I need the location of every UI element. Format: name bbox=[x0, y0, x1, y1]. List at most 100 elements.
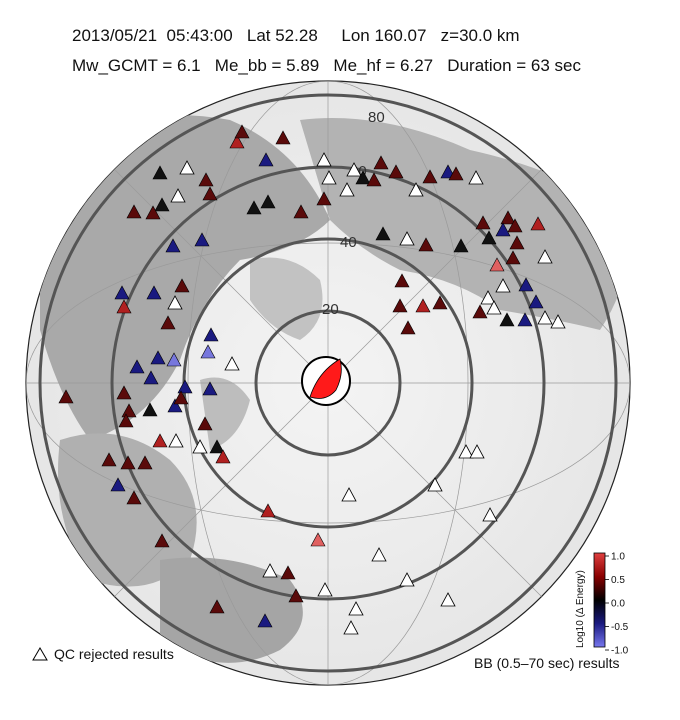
station-triangle bbox=[200, 344, 216, 359]
station-triangle bbox=[194, 232, 210, 247]
station-triangle bbox=[489, 257, 505, 272]
station-triangle bbox=[203, 327, 219, 342]
station-rejected-triangle bbox=[343, 620, 359, 635]
station-triangle bbox=[121, 403, 137, 418]
event-header-line1: 2013/05/21 05:43:00 Lat 52.28 Lon 160.07… bbox=[72, 26, 520, 45]
colorbar-tick-label: -1.0 bbox=[611, 646, 629, 657]
station-triangle bbox=[310, 532, 326, 547]
station-rejected-triangle bbox=[399, 572, 415, 587]
colorbar: 1.0 0.5 0.0 -0.5 -1.0 Log10 (Δ Energy) bbox=[575, 552, 629, 657]
station-rejected-triangle bbox=[170, 188, 186, 203]
station-triangle bbox=[177, 379, 193, 394]
station-rejected-triangle bbox=[262, 563, 278, 578]
station-triangle bbox=[275, 130, 291, 145]
ring-label-80: 80 bbox=[368, 109, 385, 126]
station-triangle bbox=[58, 389, 74, 404]
station-triangle bbox=[154, 533, 170, 548]
station-triangle bbox=[137, 455, 153, 470]
station-triangle bbox=[174, 278, 190, 293]
station-triangle bbox=[126, 204, 142, 219]
station-triangle bbox=[448, 166, 464, 181]
station-triangle bbox=[120, 455, 136, 470]
station-triangle bbox=[126, 490, 142, 505]
station-triangle bbox=[432, 295, 448, 310]
station-triangle bbox=[229, 134, 245, 149]
station-triangle bbox=[518, 277, 534, 292]
station-triangle bbox=[366, 172, 382, 187]
station-triangle bbox=[375, 226, 391, 241]
qc-legend: QC rejected results bbox=[32, 646, 174, 662]
event-header-line2: Mw_GCMT = 6.1 Me_bb = 5.89 Me_hf = 6.27 … bbox=[72, 56, 582, 75]
colorbar-tick-label: -0.5 bbox=[611, 622, 629, 633]
colorbar-tick-label: 0.0 bbox=[611, 599, 625, 610]
station-triangle bbox=[316, 191, 332, 206]
colorbar-title: Log10 (Δ Energy) bbox=[575, 570, 586, 648]
beachball bbox=[301, 356, 351, 406]
station-triangle bbox=[288, 588, 304, 603]
station-triangle bbox=[166, 352, 182, 367]
station-triangle bbox=[453, 238, 469, 253]
station-rejected-triangle bbox=[339, 182, 355, 197]
station-triangle bbox=[209, 599, 225, 614]
station-triangle bbox=[209, 439, 225, 454]
station-rejected-triangle bbox=[537, 249, 553, 264]
station-triangle bbox=[246, 200, 262, 215]
station-triangle bbox=[475, 215, 491, 230]
station-triangle bbox=[500, 210, 516, 225]
station-triangle bbox=[234, 124, 250, 139]
station-rejected-triangle bbox=[408, 182, 424, 197]
station-triangle bbox=[280, 565, 296, 580]
station-triangle bbox=[173, 390, 189, 405]
station-triangle bbox=[528, 294, 544, 309]
station-triangle bbox=[507, 218, 523, 233]
station-rejected-triangle bbox=[348, 601, 364, 616]
station-triangle bbox=[165, 238, 181, 253]
station-triangle bbox=[373, 155, 389, 170]
station-triangle bbox=[114, 285, 130, 300]
station-triangle bbox=[505, 250, 521, 265]
colorbar-tick-label: 0.5 bbox=[611, 575, 625, 586]
station-triangle bbox=[143, 370, 159, 385]
station-triangle bbox=[400, 320, 416, 335]
station-triangle bbox=[481, 230, 497, 245]
station-triangle bbox=[142, 402, 158, 417]
station-triangle bbox=[422, 169, 438, 184]
station-triangle bbox=[415, 298, 431, 313]
station-markers bbox=[58, 124, 566, 635]
station-triangle bbox=[152, 165, 168, 180]
station-triangle bbox=[202, 381, 218, 396]
station-triangle bbox=[116, 385, 132, 400]
station-triangle bbox=[160, 315, 176, 330]
qc-legend-text: QC rejected results bbox=[54, 646, 174, 662]
station-triangle bbox=[257, 613, 273, 628]
station-rejected-triangle bbox=[537, 310, 553, 325]
station-triangle bbox=[355, 170, 371, 185]
station-triangle bbox=[388, 164, 404, 179]
station-rejected-triangle bbox=[192, 439, 208, 454]
station-triangle bbox=[167, 398, 183, 413]
ring-label-20: 20 bbox=[322, 301, 339, 318]
station-rejected-triangle bbox=[167, 295, 183, 310]
station-rejected-triangle bbox=[458, 444, 474, 459]
rejected-triangle-icon bbox=[32, 647, 48, 661]
station-rejected-triangle bbox=[486, 300, 502, 315]
station-triangle bbox=[215, 449, 231, 464]
station-triangle bbox=[150, 350, 166, 365]
station-rejected-triangle bbox=[482, 507, 498, 522]
station-rejected-triangle bbox=[550, 314, 566, 329]
colorbar-tick-label: 1.0 bbox=[611, 552, 625, 563]
station-triangle bbox=[152, 433, 168, 448]
station-triangle bbox=[198, 172, 214, 187]
station-triangle bbox=[110, 477, 126, 492]
station-rejected-triangle bbox=[317, 582, 333, 597]
station-rejected-triangle bbox=[168, 433, 184, 448]
station-rejected-triangle bbox=[495, 278, 511, 293]
station-triangle bbox=[394, 273, 410, 288]
bb-results-label: BB (0.5–70 sec) results bbox=[474, 655, 620, 671]
station-rejected-triangle bbox=[399, 231, 415, 246]
station-rejected-triangle bbox=[440, 592, 456, 607]
station-triangle bbox=[129, 359, 145, 374]
station-triangle bbox=[260, 194, 276, 209]
station-triangle bbox=[258, 152, 274, 167]
station-rejected-triangle bbox=[371, 547, 387, 562]
